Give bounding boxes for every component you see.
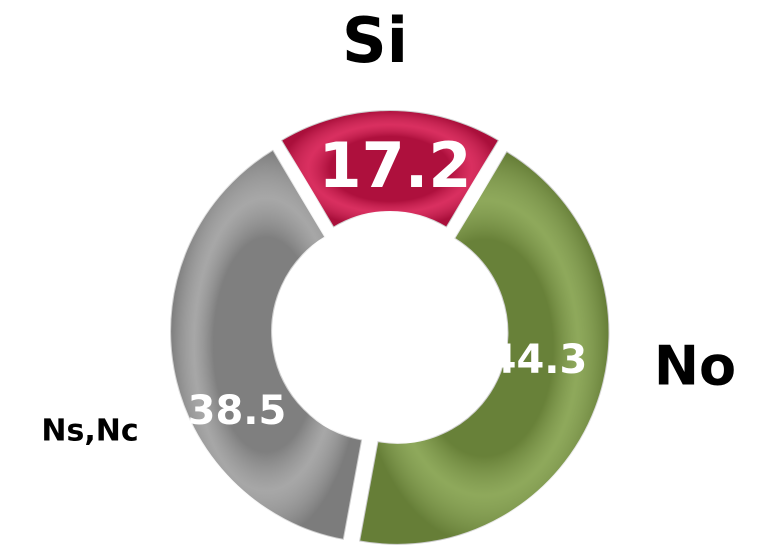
category-label: Si: [342, 4, 408, 77]
value-label: 38.5: [188, 388, 287, 434]
value-label: 44.3: [489, 337, 588, 383]
category-label: Ns,Nc: [41, 414, 138, 449]
value-label: 17.2: [319, 129, 472, 202]
category-label: No: [654, 335, 736, 398]
